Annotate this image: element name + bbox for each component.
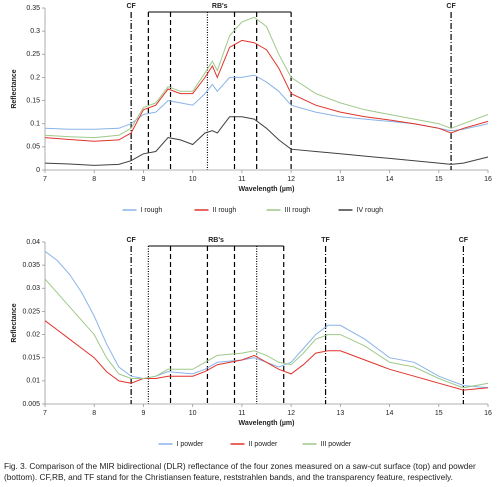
x-tick-label: 15	[435, 410, 443, 417]
x-tick-label: 7	[43, 410, 47, 417]
annotation: RB's	[208, 237, 224, 244]
series-line	[44, 116, 489, 166]
y-tick-label: 0.35	[26, 5, 40, 12]
y-axis-label: Reflectance	[11, 69, 18, 108]
y-tick-label: 0.15	[26, 97, 40, 104]
x-tick-label: 12	[287, 410, 295, 417]
y-tick-label: 0.2	[30, 74, 40, 81]
x-tick-label: 7	[43, 176, 47, 183]
annotation: CF	[459, 237, 469, 244]
x-tick-label: 10	[189, 176, 197, 183]
legend-label: III rough	[285, 207, 311, 214]
series-line	[44, 278, 489, 389]
x-tick-label: 15	[435, 176, 443, 183]
x-tick-label: 12	[287, 176, 295, 183]
series-line	[44, 320, 489, 391]
legend-label: II rough	[213, 207, 237, 214]
y-tick-label: 0.1	[30, 121, 40, 128]
x-axis-label: Wavelength (µm)	[239, 186, 295, 193]
annotation: CF	[126, 3, 136, 10]
y-tick-label: 0.02	[26, 331, 40, 338]
x-tick-label: 14	[386, 176, 394, 183]
y-tick-label: 0.25	[26, 51, 40, 58]
y-tick-label: 0.04	[26, 239, 40, 246]
y-axis-label: Reflectance	[11, 303, 18, 342]
annotation: TF	[321, 237, 330, 244]
series-line	[44, 250, 489, 389]
y-tick-label: 0.015	[22, 355, 40, 362]
x-tick-label: 8	[92, 176, 96, 183]
y-tick-label: 0.01	[26, 378, 40, 385]
series-line	[44, 74, 489, 132]
annotation: RB's	[212, 3, 228, 10]
x-axis-label: Wavelength (µm)	[239, 420, 295, 427]
y-tick-label: 0.3	[30, 28, 40, 35]
x-tick-label: 14	[386, 410, 394, 417]
x-tick-label: 16	[484, 410, 492, 417]
legend-label: I powder	[177, 441, 205, 448]
legend-label: I rough	[141, 207, 163, 214]
y-tick-label: 0.03	[26, 285, 40, 292]
annotation: CF	[446, 3, 456, 10]
y-tick-label: 0.025	[22, 308, 40, 315]
y-tick-label: 0	[36, 167, 40, 174]
x-tick-label: 11	[238, 176, 245, 183]
x-tick-label: 9	[141, 410, 145, 417]
series-line	[44, 39, 489, 142]
x-tick-label: 16	[484, 176, 492, 183]
charts: 0 0.05 0.1 0.15 0.2 0.25 0.3 0.35 7 8 9 10 11 12 13 14 1…	[11, 3, 492, 448]
x-tick-label: 13	[336, 410, 344, 417]
annotation: CF	[126, 237, 136, 244]
legend-label: II powder	[249, 441, 278, 448]
y-tick-label: 0.035	[22, 262, 40, 269]
x-tick-label: 8	[92, 410, 96, 417]
legend-label: IV rough	[357, 207, 384, 214]
x-tick-label: 9	[141, 176, 145, 183]
series-line	[44, 16, 489, 139]
x-tick-label: 11	[238, 410, 245, 417]
caption: Fig. 3. Comparison of the MIR bidirectio…	[4, 461, 476, 482]
y-tick-label: 0.05	[26, 144, 40, 151]
legend-label: III powder	[321, 441, 352, 448]
x-tick-label: 13	[336, 176, 344, 183]
x-tick-label: 10	[189, 410, 197, 417]
y-tick-label: 0.005	[22, 401, 40, 408]
